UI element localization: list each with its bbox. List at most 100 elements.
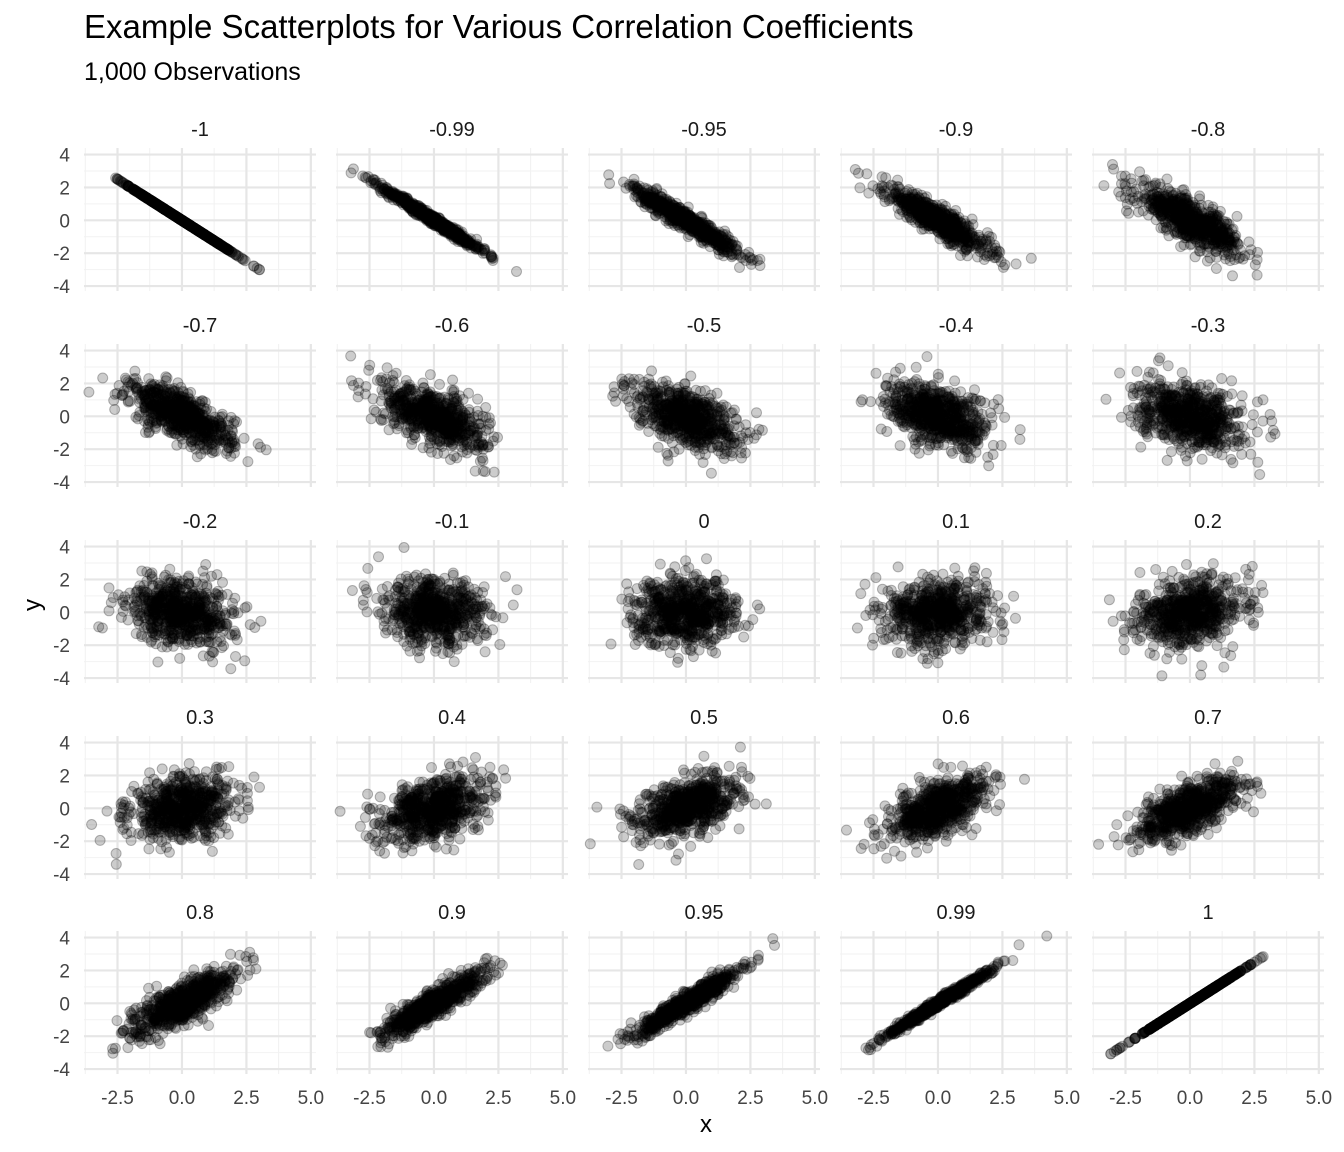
scatter-point bbox=[140, 191, 152, 203]
scatter-point bbox=[1210, 263, 1222, 274]
scatter-point bbox=[132, 413, 144, 425]
scatter-point bbox=[172, 212, 184, 224]
panel-r--0.8: -0.8 bbox=[1092, 119, 1324, 291]
scatter-point bbox=[975, 243, 987, 255]
scatter-point bbox=[1198, 228, 1210, 240]
scatter-point bbox=[170, 211, 182, 223]
scatter-point bbox=[184, 219, 196, 231]
scatter-point bbox=[140, 192, 152, 203]
scatter-point bbox=[603, 169, 615, 181]
scatter-point bbox=[425, 446, 437, 458]
scatter-point bbox=[995, 256, 1007, 268]
scatter-point bbox=[158, 203, 170, 215]
scatter-point bbox=[696, 216, 708, 228]
scatter-point bbox=[377, 185, 389, 197]
scatter-point bbox=[200, 230, 212, 242]
scatter-point bbox=[893, 193, 905, 204]
scatter-point bbox=[1213, 216, 1225, 228]
scatter-point bbox=[181, 218, 193, 230]
scatter-point bbox=[200, 444, 211, 456]
scatter-point bbox=[143, 194, 155, 205]
scatter-point bbox=[947, 238, 959, 250]
scatter-point bbox=[649, 199, 661, 211]
scatter-point bbox=[211, 237, 223, 249]
scatter-point bbox=[185, 220, 196, 232]
scatter-point bbox=[1222, 240, 1234, 252]
scatter-point bbox=[1128, 195, 1140, 207]
scatter-point bbox=[97, 372, 109, 384]
scatter-point bbox=[442, 220, 454, 231]
scatter-point bbox=[1161, 173, 1173, 185]
scatter-point bbox=[186, 221, 198, 232]
scatter-point bbox=[248, 260, 259, 272]
scatter-point bbox=[142, 192, 153, 204]
scatter-point bbox=[383, 388, 395, 400]
scatter-point bbox=[463, 387, 474, 399]
scatter-point bbox=[185, 220, 197, 232]
scatter-point bbox=[448, 386, 460, 398]
scatter-point bbox=[1232, 239, 1244, 250]
scatter-point bbox=[1185, 214, 1197, 226]
scatter-point bbox=[174, 213, 186, 225]
scatter-point bbox=[178, 216, 190, 228]
scatter-point bbox=[638, 187, 650, 199]
scatter-point bbox=[456, 235, 468, 247]
scatter-point bbox=[1210, 230, 1221, 242]
scatter-point bbox=[154, 200, 166, 212]
scatter-point bbox=[668, 211, 680, 223]
y-axis-title: y bbox=[19, 599, 46, 611]
scatter-point bbox=[251, 262, 263, 274]
scatter-point bbox=[894, 183, 906, 195]
scatter-point bbox=[192, 225, 204, 236]
scatter-point bbox=[1151, 190, 1163, 202]
scatter-point bbox=[365, 413, 377, 425]
y-tick-label: 0 bbox=[59, 211, 70, 232]
scatter-point bbox=[479, 247, 491, 259]
scatter-point bbox=[239, 255, 251, 267]
y-tick-label: 4 bbox=[59, 146, 70, 167]
scatter-point bbox=[130, 383, 142, 395]
panel-r--0.95: -0.95 bbox=[588, 119, 820, 291]
scatter-point bbox=[126, 182, 138, 194]
scatter-point bbox=[141, 192, 153, 204]
scatter-point bbox=[1191, 236, 1203, 248]
scatter-point bbox=[1130, 183, 1142, 195]
scatter-point bbox=[161, 205, 173, 217]
scatter-point bbox=[161, 388, 173, 399]
scatter-point bbox=[203, 232, 215, 244]
points bbox=[110, 172, 265, 276]
scatter-point bbox=[1251, 269, 1263, 281]
panel-strip-label: -0.7 bbox=[183, 315, 217, 337]
scatter-point bbox=[668, 200, 680, 211]
scatter-point bbox=[973, 231, 985, 243]
scatter-point bbox=[210, 236, 222, 248]
scatter-point bbox=[242, 456, 254, 468]
scatter-point bbox=[130, 373, 142, 384]
panel-r--0.9: -0.9 bbox=[840, 119, 1072, 291]
scatter-point bbox=[219, 430, 231, 442]
panel-strip-label: -1 bbox=[191, 119, 209, 141]
scatter-point bbox=[751, 255, 763, 267]
scatter-point bbox=[158, 203, 170, 215]
scatter-point bbox=[201, 403, 213, 415]
y-tick-label: 2 bbox=[59, 374, 70, 395]
scatter-point bbox=[176, 215, 188, 226]
scatter-point bbox=[924, 203, 936, 215]
scatter-point bbox=[1252, 246, 1263, 258]
scatter-point bbox=[168, 209, 180, 221]
scatter-point bbox=[153, 200, 165, 212]
scatter-point bbox=[143, 193, 155, 205]
scatter-point bbox=[934, 202, 946, 214]
scatter-point bbox=[417, 377, 429, 389]
y-tick-label: 0 bbox=[59, 407, 70, 428]
scatter-point bbox=[182, 218, 194, 230]
scatter-point bbox=[367, 393, 379, 405]
scatter-point bbox=[215, 239, 227, 251]
scatter-point bbox=[375, 413, 387, 425]
scatter-point bbox=[189, 223, 201, 235]
scatter-point bbox=[882, 182, 894, 194]
scatter-point bbox=[109, 404, 121, 415]
panel-strip-label: -0.9 bbox=[939, 119, 973, 141]
scatter-point bbox=[1231, 210, 1243, 222]
